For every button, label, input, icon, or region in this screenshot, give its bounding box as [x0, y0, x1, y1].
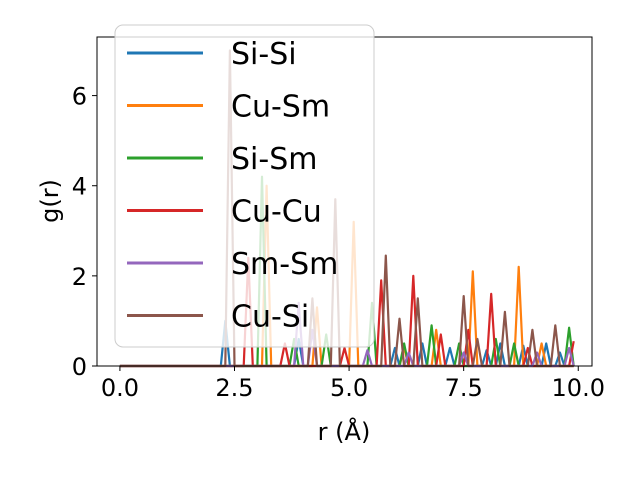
x-tick-label: 5.0: [330, 374, 368, 402]
y-tick-label: 2: [72, 263, 87, 291]
y-tick-label: 6: [72, 83, 87, 111]
x-tick-label: 0.0: [101, 374, 139, 402]
legend-label: Cu-Cu: [231, 195, 322, 230]
legend-label: Cu-Sm: [231, 90, 330, 125]
legend-label: Sm-Sm: [231, 247, 338, 282]
x-tick-label: 10.0: [552, 374, 605, 402]
legend: Si-Si Cu-Sm Si-Sm Cu-Cu Sm-Sm Cu-Si: [114, 24, 375, 348]
y-tick-label: 4: [72, 173, 87, 201]
y-axis: 0 2 4 6: [72, 83, 97, 381]
y-axis-label: g(r): [36, 179, 64, 223]
x-tick-label: 2.5: [215, 374, 253, 402]
legend-label: Si-Sm: [231, 142, 317, 177]
x-axis-label: r (Å): [318, 417, 371, 446]
x-axis: 0.0 2.5 5.0 7.5 10.0: [101, 366, 605, 402]
x-tick-label: 7.5: [445, 374, 483, 402]
legend-label: Si-Si: [231, 37, 297, 72]
legend-label: Cu-Si: [231, 300, 309, 335]
y-tick-label: 0: [72, 353, 87, 381]
